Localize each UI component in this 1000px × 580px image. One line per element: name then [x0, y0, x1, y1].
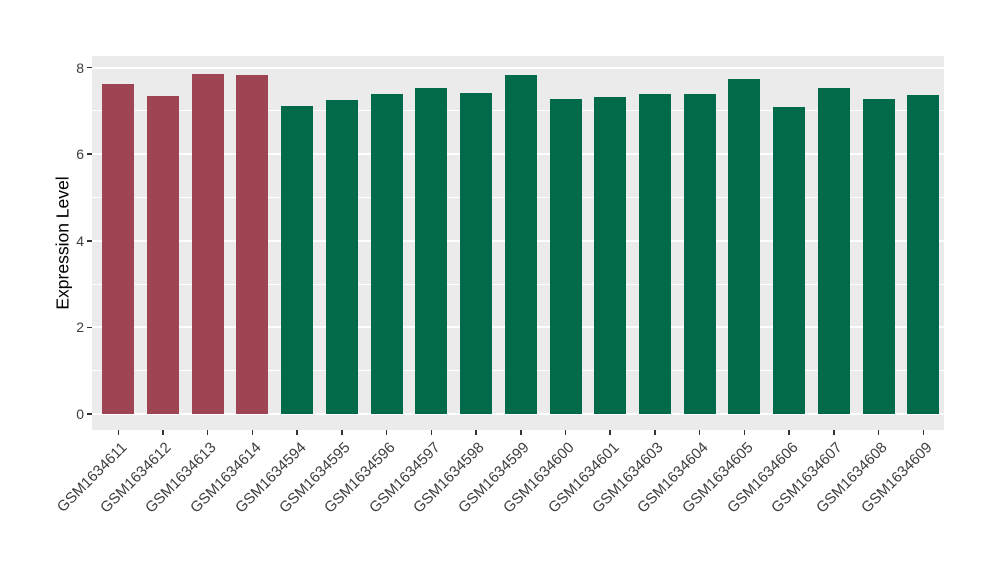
bar-GSM1634599 [504, 75, 537, 414]
x-tick-mark [654, 430, 656, 435]
y-tick-mark [87, 326, 92, 329]
x-tick-mark [341, 430, 343, 435]
x-tick-mark [564, 430, 567, 435]
bar-GSM1634598 [460, 93, 493, 414]
x-tick-mark [788, 430, 790, 435]
bar-GSM1634605 [728, 79, 761, 414]
bar-GSM1634601 [594, 96, 627, 414]
bar-GSM1634608 [862, 99, 895, 414]
x-tick-mark [877, 430, 880, 435]
y-tick-label: 6 [76, 146, 84, 163]
bar-GSM1634604 [683, 94, 716, 414]
x-tick-mark [385, 430, 388, 435]
bar-GSM1634597 [415, 87, 448, 414]
bar-GSM1634612 [147, 95, 180, 414]
bar-GSM1634607 [817, 87, 850, 414]
x-tick-mark [833, 430, 835, 435]
bar-GSM1634611 [102, 84, 135, 414]
x-tick-mark [206, 430, 209, 435]
y-tick-label: 0 [76, 406, 84, 422]
y-tick-label: 2 [76, 319, 84, 336]
bar-GSM1634594 [281, 105, 314, 414]
bar-GSM1634600 [549, 98, 582, 414]
bar-GSM1634596 [370, 94, 403, 414]
y-tick-mark [87, 153, 92, 155]
x-tick-mark [251, 430, 254, 435]
x-tick-mark [430, 430, 433, 435]
y-tick-mark [87, 240, 92, 242]
x-tick-mark [698, 430, 701, 435]
plot-panel [92, 56, 944, 430]
x-tick-mark [520, 430, 522, 435]
y-tick-label: 4 [76, 232, 84, 249]
x-tick-mark [296, 430, 298, 435]
y-tick-label: 8 [76, 59, 84, 76]
bar-GSM1634613 [191, 74, 224, 414]
bar-GSM1634595 [325, 99, 358, 414]
x-tick-mark [743, 430, 746, 435]
x-tick-mark [609, 430, 611, 435]
bar-GSM1634614 [236, 74, 269, 414]
x-tick-mark [117, 430, 120, 435]
major-gridline [92, 413, 944, 415]
x-tick-mark [162, 430, 164, 435]
x-tick-mark [475, 430, 477, 435]
x-tick-mark [922, 430, 924, 435]
major-gridline [92, 66, 944, 69]
y-tick-mark [87, 413, 92, 415]
bar-GSM1634603 [638, 94, 671, 414]
bar-GSM1634609 [907, 94, 940, 414]
y-tick-mark [87, 66, 92, 69]
bar-GSM1634606 [773, 106, 806, 414]
